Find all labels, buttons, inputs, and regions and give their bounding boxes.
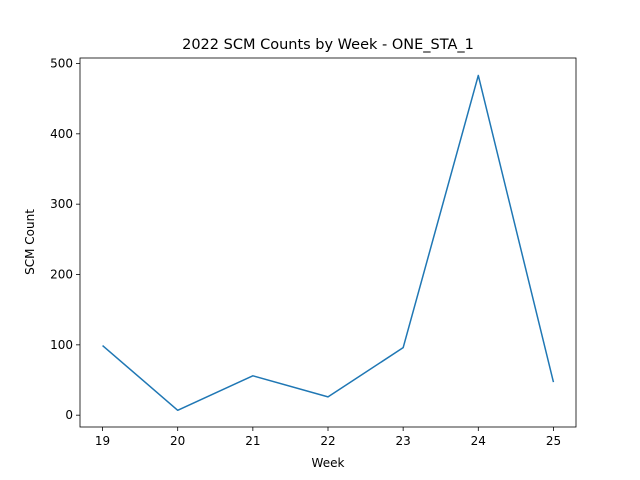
series-group xyxy=(102,74,555,412)
y-tick-label: 100 xyxy=(50,338,73,352)
x-axis-label: Week xyxy=(312,456,345,470)
plot-frame xyxy=(79,57,577,428)
y-tick-label: 200 xyxy=(50,268,73,282)
y-tick-label: 400 xyxy=(50,127,73,141)
y-tick-label: 0 xyxy=(65,408,73,422)
x-tick-label: 20 xyxy=(170,434,185,448)
x-tick-label: 21 xyxy=(245,434,260,448)
x-tick-label: 23 xyxy=(396,434,411,448)
y-axis-ticks: 0 100 200 300 400 500 xyxy=(50,56,80,422)
y-tick-label: 300 xyxy=(50,197,73,211)
x-tick-label: 25 xyxy=(546,434,561,448)
y-tick-label: 500 xyxy=(50,56,73,70)
series-line xyxy=(102,74,555,412)
x-tick-label: 19 xyxy=(95,434,110,448)
x-tick-label: 24 xyxy=(471,434,486,448)
y-axis-label: SCM Count xyxy=(23,209,37,275)
x-axis-ticks: 19 20 21 22 23 24 25 xyxy=(95,427,561,448)
chart-title: 2022 SCM Counts by Week - ONE_STA_1 xyxy=(182,37,474,53)
x-tick-label: 22 xyxy=(320,434,335,448)
